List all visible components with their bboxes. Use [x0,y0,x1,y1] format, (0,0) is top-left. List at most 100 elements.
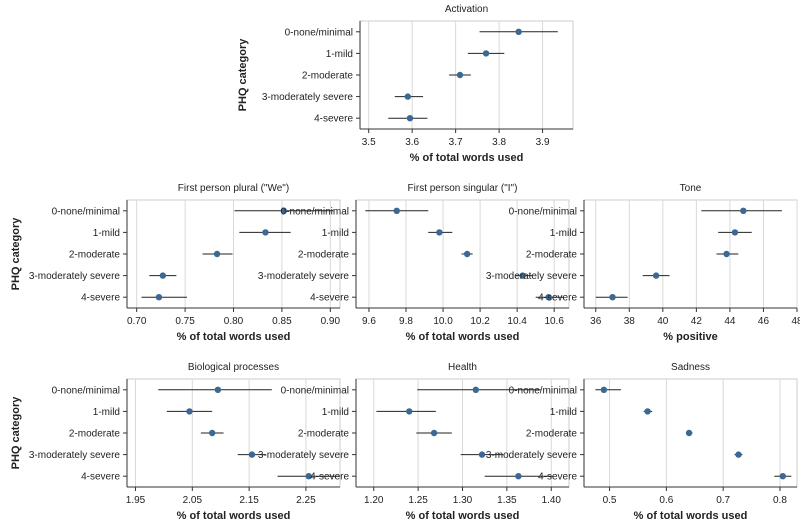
panel-title: Health [448,362,477,373]
data-point [406,115,414,122]
data-point [515,28,522,35]
x-tick-label: 3.8 [492,137,506,148]
data-point [779,473,786,480]
x-tick-label: 10.2 [470,316,490,327]
category-label: 2-moderate [69,429,121,440]
data-point [159,272,167,279]
x-tick-label: 0.80 [224,316,244,327]
data-point [305,473,312,480]
x-tick-label: 1.20 [364,495,384,506]
data-point [600,386,608,393]
x-tick-label: 0.85 [272,316,292,327]
category-label: 0-none/minimal [281,385,349,396]
y-axis-title: PHQ category [10,217,22,291]
data-point [406,408,413,415]
category-label: 2-moderate [526,429,578,440]
category-label: 0-none/minimal [509,206,577,217]
x-tick-label: 46 [758,316,770,327]
chart-panel: 0.70 0.75 0.80 0.85 0.90 0-none/minimal 1-mild… [29,183,341,343]
data-point [213,250,221,258]
x-tick-label: 48 [791,316,800,327]
data-point [519,272,526,279]
data-point [214,386,222,393]
chart-panel: 9.6 9.8 10.0 10.2 10.4 10.6 0-none/minimal 1-mi… [258,183,570,343]
x-tick-label: 1.30 [453,495,473,506]
category-label: 4-severe [81,472,120,483]
category-label: 2-moderate [302,71,354,82]
data-point [393,207,400,214]
y-axis-title: PHQ category [10,396,22,470]
data-point [545,294,552,301]
category-label: 1-mild [93,407,120,418]
data-point [436,229,443,236]
x-axis-title: % of total words used [406,331,520,343]
x-axis-title: % positive [663,331,717,343]
x-tick-label: 3.7 [449,137,463,148]
x-tick-label: 1.35 [497,495,517,506]
x-tick-label: 1.95 [126,495,146,506]
category-label: 3-moderately severe [258,450,350,461]
chart-panel: 1.95 2.05 2.15 2.25 0-none/minimal 1-mild 2-mo… [29,362,341,522]
category-label: 3-moderately severe [258,271,350,282]
x-tick-label: 0.7 [716,495,730,506]
panel-title: Activation [445,4,488,15]
category-label: 4-severe [81,293,120,304]
data-point [685,429,693,437]
x-tick-label: 3.5 [362,137,376,148]
panel-title: First person plural ("We") [178,183,289,194]
x-tick-label: 36 [590,316,602,327]
chart-panel: 0.5 0.6 0.7 0.8 0-none/minimal 1-mild 2-modera… [486,362,798,522]
category-label: 4-severe [538,472,577,483]
panel-title: First person singular ("I") [408,183,518,194]
x-axis-title: % of total words used [406,510,520,522]
x-tick-label: 42 [691,316,703,327]
data-point [186,408,193,415]
data-point [609,294,616,301]
chart-panel: 1.20 1.25 1.30 1.35 1.40 0-none/minimal 1-mild… [258,362,570,522]
x-tick-label: 0.75 [175,316,195,327]
category-label: 3-moderately severe [486,450,578,461]
x-tick-label: 9.8 [399,316,413,327]
data-point [262,229,269,236]
x-tick-label: 3.6 [405,137,419,148]
x-axis-title: % of total words used [634,510,748,522]
data-point [280,207,288,214]
x-tick-label: 10.0 [433,316,453,327]
x-tick-label: 10.4 [507,316,527,327]
chart-panel: 3.5 3.6 3.7 3.8 3.9 0-none/minimal 1-mild 2-mod… [262,4,574,164]
x-tick-label: 1.25 [408,495,428,506]
x-tick-label: 3.9 [536,137,550,148]
category-label: 1-mild [550,407,577,418]
category-label: 0-none/minimal [285,27,353,38]
x-tick-label: 0.5 [603,495,617,506]
category-label: 1-mild [322,228,349,239]
data-point [515,473,522,480]
category-label: 1-mild [326,49,353,60]
data-point [740,207,747,214]
category-label: 1-mild [93,228,120,239]
x-tick-label: 2.05 [183,495,203,506]
data-point [248,451,256,458]
category-label: 3-moderately severe [29,271,121,282]
data-point [644,408,651,415]
x-axis-title: % of total words used [410,152,524,164]
category-label: 0-none/minimal [281,206,349,217]
panel-title: Sadness [671,362,710,373]
category-label: 2-moderate [69,250,121,261]
category-label: 1-mild [322,407,349,418]
data-point [456,71,464,79]
x-tick-label: 2.25 [296,495,316,506]
x-tick-label: 38 [624,316,636,327]
x-tick-label: 0.90 [321,316,341,327]
data-point [482,50,490,57]
data-point [463,250,471,258]
category-label: 2-moderate [298,429,350,440]
x-tick-label: 0.6 [659,495,673,506]
category-label: 0-none/minimal [509,385,577,396]
panel-title: Tone [680,183,702,194]
data-point [652,272,660,279]
plot-frame [126,378,341,488]
data-point [404,93,412,100]
x-tick-label: 0.8 [773,495,787,506]
data-point [430,429,438,437]
